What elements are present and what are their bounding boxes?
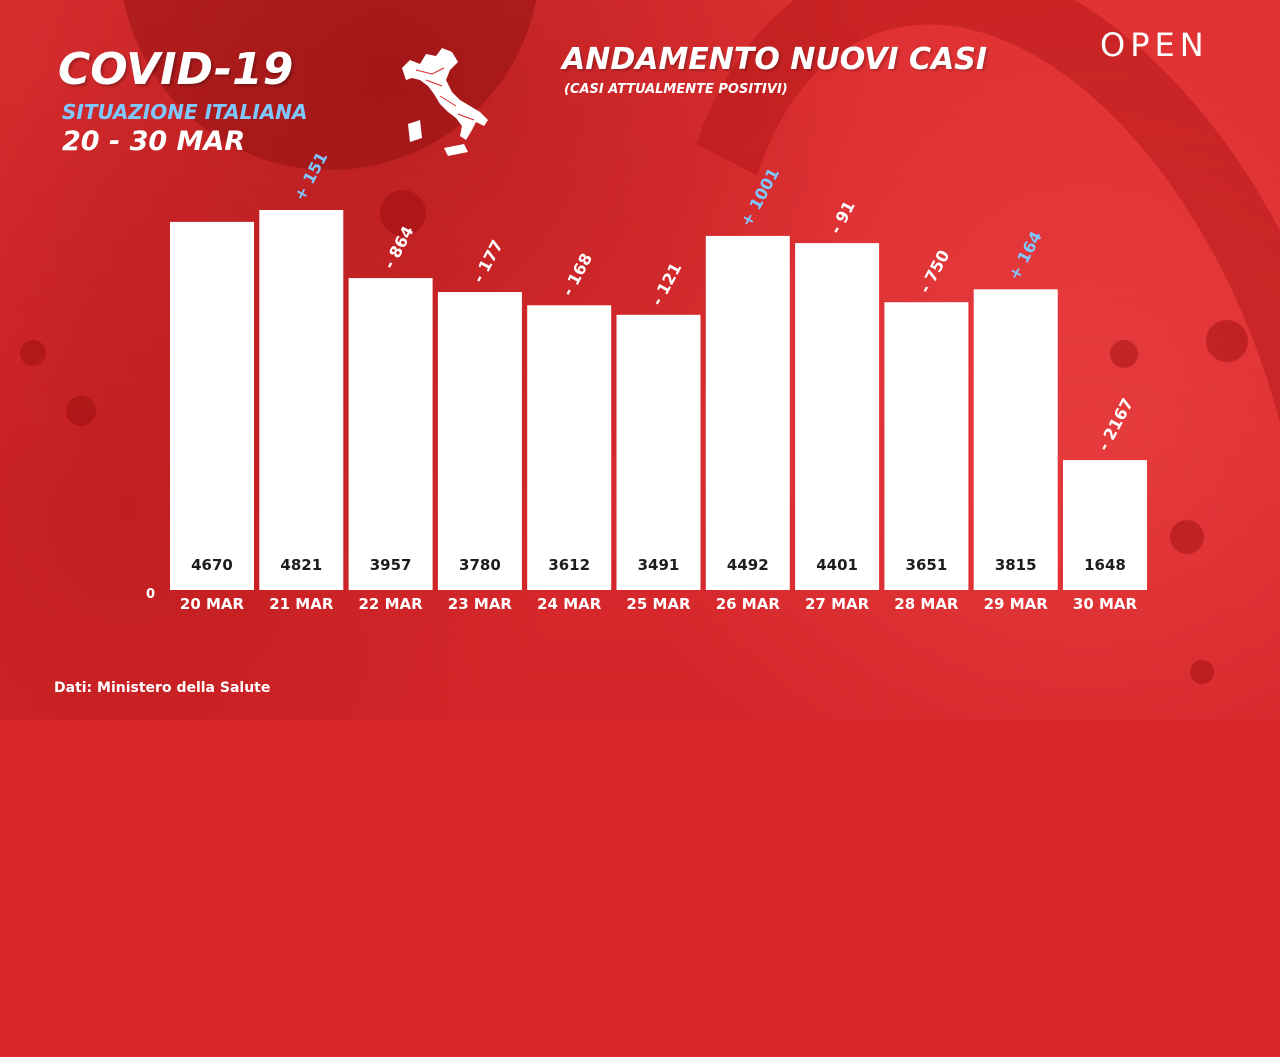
bar-value-label: 3957 xyxy=(370,556,412,574)
bar xyxy=(705,235,790,590)
date-range: 20 - 30 MAR xyxy=(62,126,246,157)
change-label: + 1001 xyxy=(737,165,784,230)
x-tick-label: 26 MAR xyxy=(716,595,781,613)
change-label: - 864 xyxy=(379,223,417,272)
x-tick-label: 24 MAR xyxy=(537,595,602,613)
chart-title: ANDAMENTO NUOVI CASI xyxy=(562,42,988,77)
bar-value-label: 4821 xyxy=(280,556,322,574)
italy-map-icon xyxy=(402,48,488,156)
bar-value-label: 4492 xyxy=(727,556,769,574)
virus-cell xyxy=(20,340,46,366)
x-tick-label: 22 MAR xyxy=(359,595,424,613)
data-source: Dati: Ministero della Salute xyxy=(54,680,271,696)
change-label: + 164 xyxy=(1004,228,1045,283)
y-axis-zero-label: 0 xyxy=(146,587,155,602)
chart-subtitle: (CASI ATTUALMENTE POSITIVI) xyxy=(564,82,788,97)
bar-value-label: 1648 xyxy=(1084,556,1126,574)
bar xyxy=(437,292,522,590)
change-label: - 177 xyxy=(469,237,507,286)
bar xyxy=(348,278,433,590)
bar xyxy=(884,302,969,590)
bar xyxy=(973,289,1058,590)
bar-value-label: 3612 xyxy=(548,556,590,574)
bar xyxy=(527,305,612,590)
x-tick-label: 20 MAR xyxy=(180,595,245,613)
change-label: + 151 xyxy=(290,149,331,204)
virus-cell xyxy=(380,190,426,236)
change-label: - 121 xyxy=(647,260,685,309)
bar xyxy=(795,243,880,590)
virus-cell xyxy=(1170,520,1204,554)
bar-value-label: 4670 xyxy=(191,556,233,574)
bar-value-label: 3815 xyxy=(995,556,1037,574)
bar-chart: 0 4670 20 MAR 4821 21 MAR + 151 3957 22 MAR - 86… xyxy=(146,149,1147,613)
x-tick-label: 28 MAR xyxy=(894,595,959,613)
change-label: - 91 xyxy=(826,198,859,237)
bar xyxy=(170,221,254,590)
x-tick-label: 27 MAR xyxy=(805,595,870,613)
region-subtitle: SITUAZIONE ITALIANA xyxy=(62,100,308,124)
bar-value-label: 3491 xyxy=(638,556,680,574)
virus-cell xyxy=(1206,320,1248,362)
bar xyxy=(1063,460,1147,590)
bar-value-label: 4401 xyxy=(816,556,858,574)
bar xyxy=(616,314,701,590)
virus-cell xyxy=(66,396,96,426)
change-label: - 168 xyxy=(558,250,596,299)
x-tick-label: 30 MAR xyxy=(1073,595,1138,613)
x-tick-label: 23 MAR xyxy=(448,595,513,613)
open-logo: OPEN xyxy=(1100,26,1209,64)
bar xyxy=(259,210,344,590)
bar-value-label: 3780 xyxy=(459,556,501,574)
x-tick-label: 29 MAR xyxy=(984,595,1049,613)
main-title: COVID-19 xyxy=(58,44,294,95)
bar-value-label: 3651 xyxy=(906,556,948,574)
change-label: - 750 xyxy=(915,247,953,296)
virus-cell xyxy=(1110,340,1138,368)
virus-cell xyxy=(1190,660,1214,684)
x-tick-label: 25 MAR xyxy=(626,595,691,613)
x-tick-label: 21 MAR xyxy=(269,595,334,613)
change-label: - 2167 xyxy=(1094,395,1137,454)
